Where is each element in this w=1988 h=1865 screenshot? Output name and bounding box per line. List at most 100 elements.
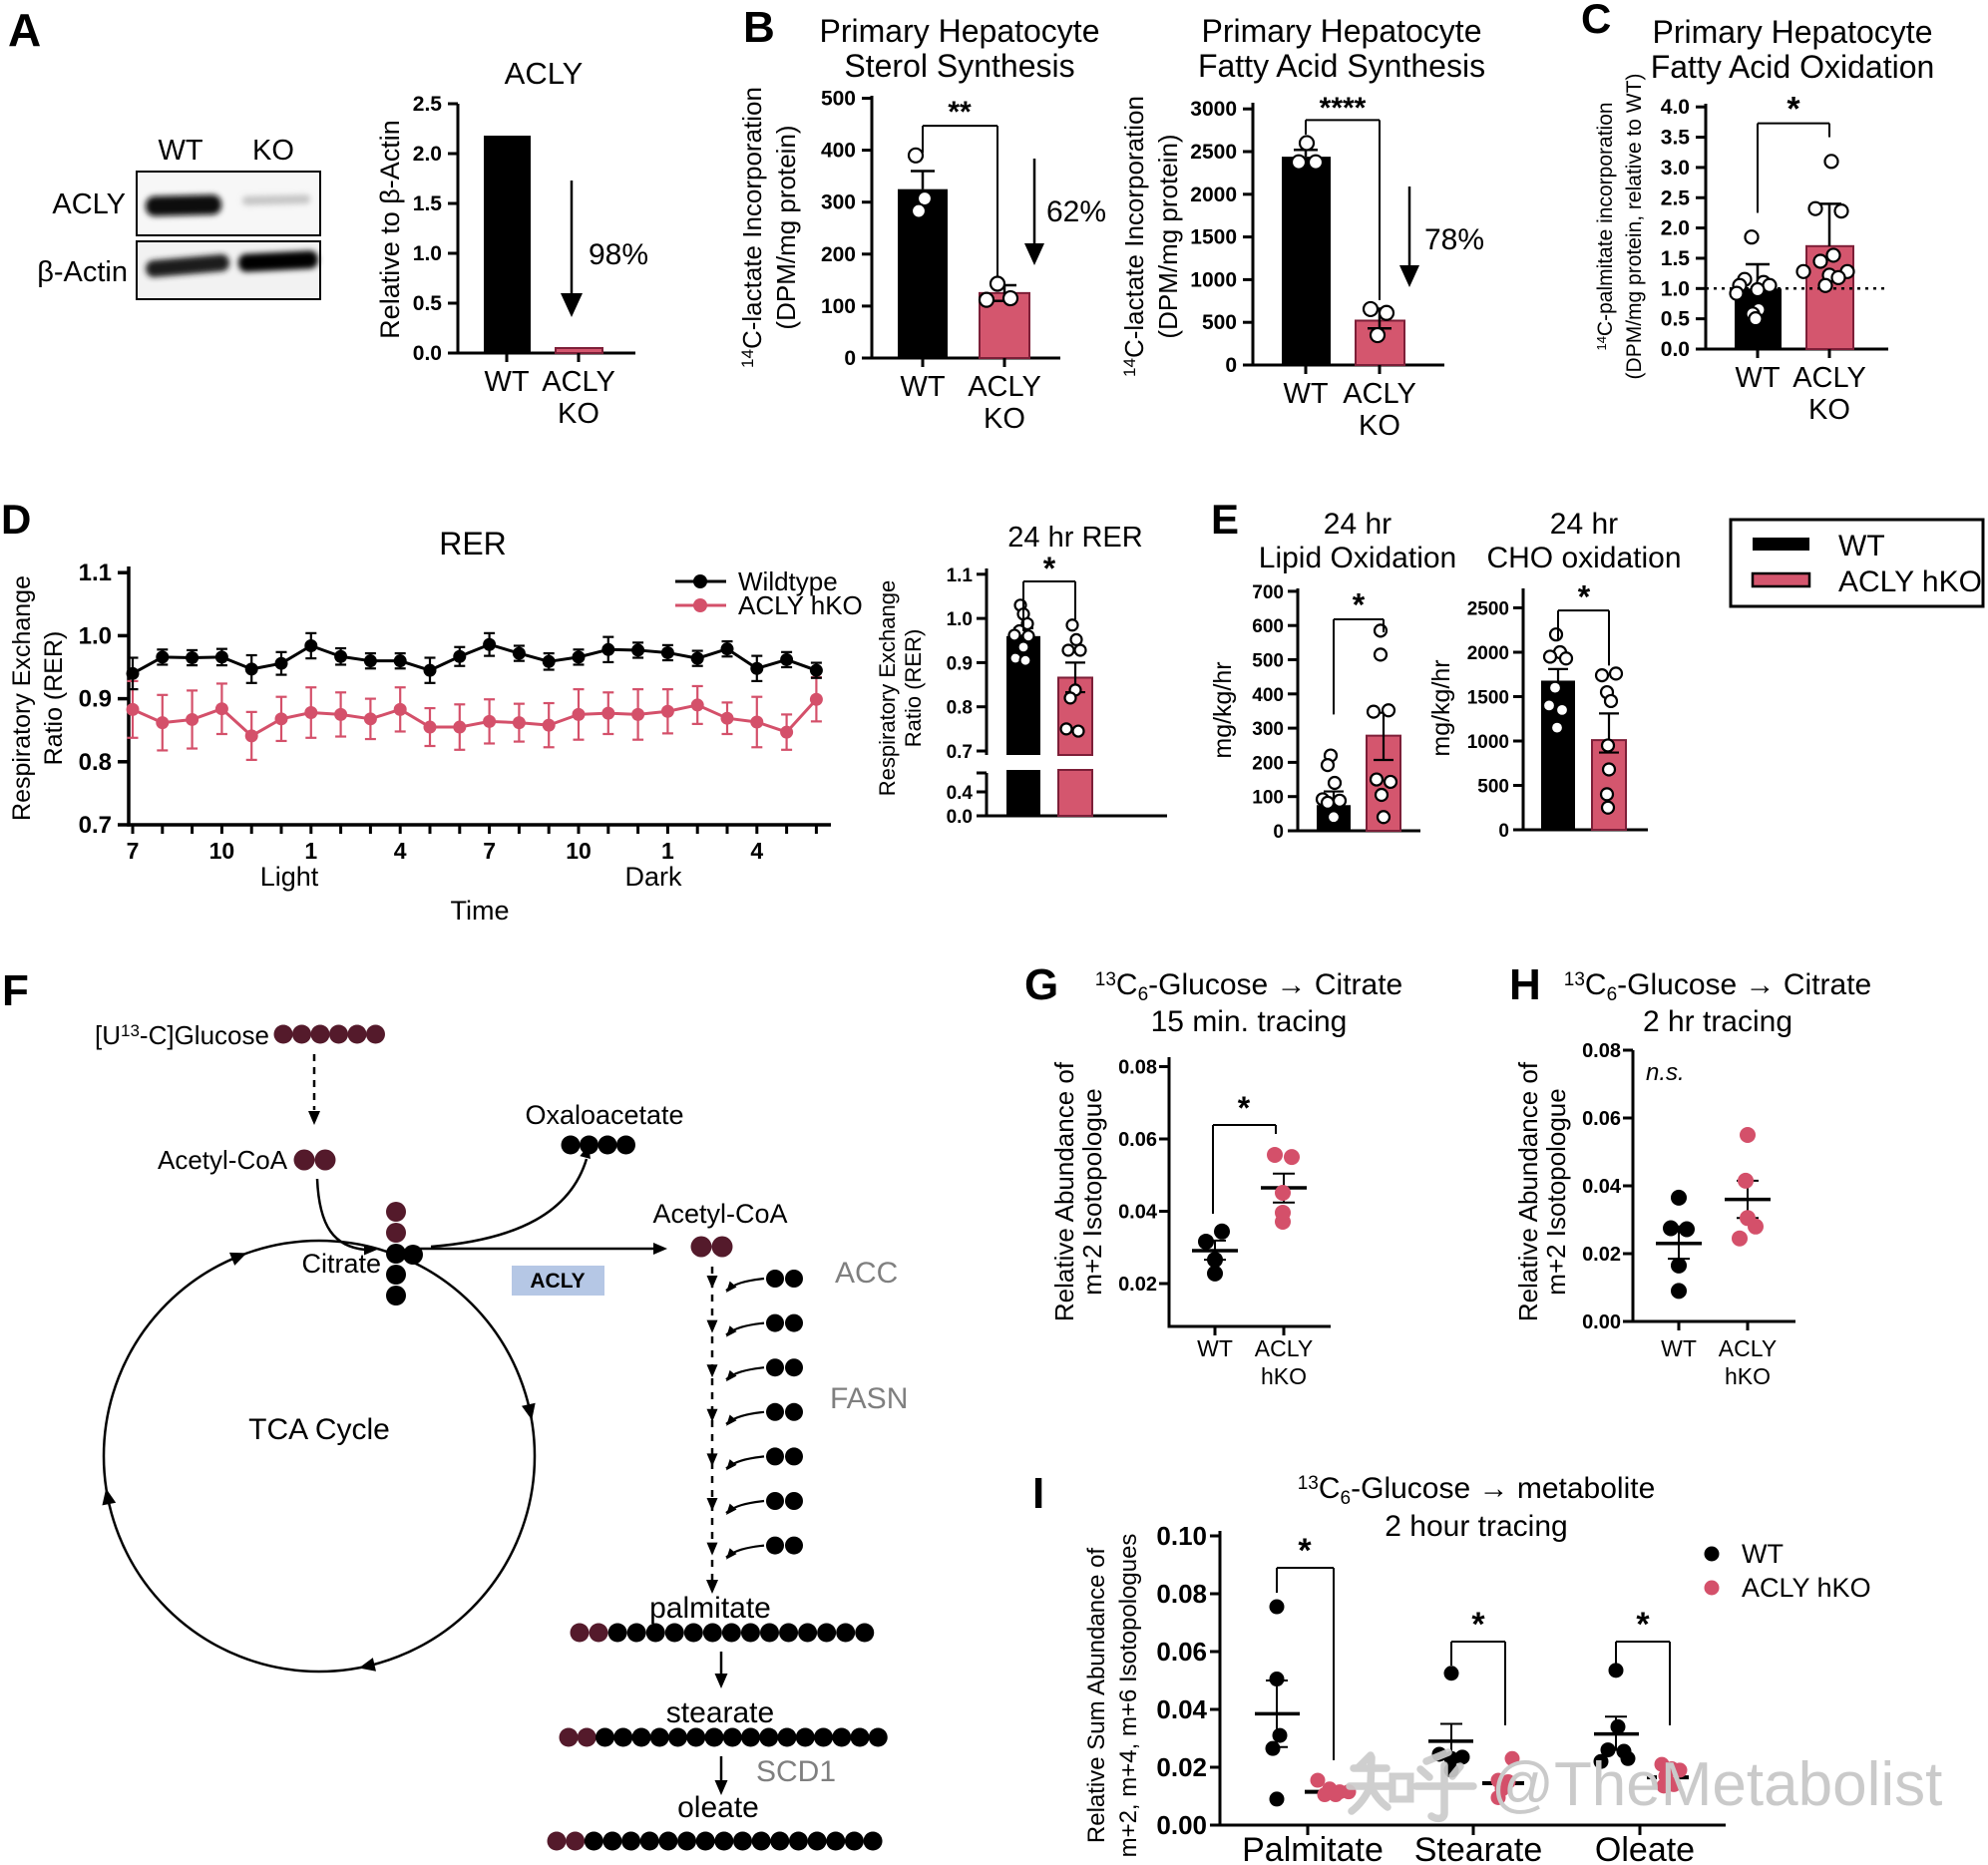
- svg-text:0.08: 0.08: [1118, 1057, 1157, 1079]
- svg-text:ACLY: ACLY: [968, 371, 1041, 403]
- svg-text:[U13-C]Glucose: [U13-C]Glucose: [95, 1020, 269, 1050]
- svg-text:Primary Hepatocyte: Primary Hepatocyte: [820, 13, 1100, 49]
- svg-text:1.0: 1.0: [947, 609, 973, 630]
- svg-text:Acetyl-CoA: Acetyl-CoA: [158, 1145, 288, 1175]
- svg-text:Wildtype: Wildtype: [738, 566, 838, 596]
- svg-text:(DPM/mg protein): (DPM/mg protein): [1153, 134, 1183, 338]
- svg-text:WT: WT: [1838, 530, 1885, 562]
- svg-text:WT: WT: [1742, 1539, 1784, 1569]
- svg-text:2 hour tracing: 2 hour tracing: [1385, 1510, 1567, 1543]
- svg-text:H: H: [1509, 960, 1541, 1009]
- svg-text:0.8: 0.8: [947, 698, 973, 719]
- svg-text:300: 300: [1252, 719, 1284, 740]
- svg-text:Respiratory Exchange: Respiratory Exchange: [8, 575, 36, 821]
- svg-text:**: **: [948, 96, 972, 129]
- svg-text:1: 1: [661, 838, 674, 864]
- svg-text:F: F: [2, 966, 29, 1015]
- svg-text:(DPM/mg protein, relative to W: (DPM/mg protein, relative to WT): [1623, 74, 1646, 380]
- svg-text:7: 7: [127, 838, 140, 864]
- svg-text:WT: WT: [158, 135, 202, 167]
- svg-text:14C-lactate Incorporation: 14C-lactate Incorporation: [737, 87, 767, 368]
- svg-text:*: *: [1578, 579, 1591, 615]
- svg-text:CHO oxidation: CHO oxidation: [1486, 542, 1681, 574]
- svg-text:Fatty Acid Synthesis: Fatty Acid Synthesis: [1198, 48, 1485, 84]
- svg-text:0.06: 0.06: [1118, 1129, 1157, 1151]
- svg-text:0.9: 0.9: [79, 686, 112, 713]
- svg-text:Respiratory Exchange: Respiratory Exchange: [875, 580, 900, 796]
- svg-text:m+2, m+4, m+6 Isotopologues: m+2, m+4, m+6 Isotopologues: [1115, 1534, 1142, 1858]
- svg-text:500: 500: [1252, 651, 1284, 672]
- svg-text:2.5: 2.5: [1661, 186, 1691, 209]
- svg-text:1.1: 1.1: [79, 560, 112, 586]
- svg-text:ACC: ACC: [835, 1257, 898, 1290]
- svg-text:*: *: [1043, 551, 1056, 586]
- svg-text:0.00: 0.00: [1156, 1810, 1207, 1840]
- svg-text:1500: 1500: [1467, 688, 1509, 709]
- svg-text:SCD1: SCD1: [756, 1755, 836, 1788]
- svg-text:0.0: 0.0: [947, 807, 973, 828]
- svg-text:Dark: Dark: [624, 862, 682, 892]
- svg-text:0.4: 0.4: [947, 783, 974, 804]
- svg-text:mg/kg/hr: mg/kg/hr: [1427, 659, 1455, 756]
- svg-text:1.0: 1.0: [1661, 277, 1690, 300]
- svg-text:4: 4: [750, 838, 763, 864]
- svg-text:*: *: [1238, 1090, 1251, 1126]
- svg-text:0.02: 0.02: [1582, 1244, 1621, 1266]
- svg-text:0: 0: [1225, 354, 1237, 377]
- svg-text:Citrate: Citrate: [301, 1249, 381, 1279]
- svg-text:500: 500: [821, 88, 856, 111]
- svg-text:(DPM/mg protein): (DPM/mg protein): [771, 125, 801, 329]
- svg-text:ACLY: ACLY: [52, 188, 126, 220]
- svg-text:0.0: 0.0: [413, 342, 442, 365]
- svg-text:0.06: 0.06: [1582, 1108, 1621, 1130]
- svg-text:0.9: 0.9: [947, 653, 973, 674]
- svg-text:C: C: [1581, 0, 1611, 42]
- svg-text:700: 700: [1252, 582, 1284, 603]
- svg-text:0.5: 0.5: [413, 292, 443, 315]
- svg-text:*: *: [1636, 1606, 1650, 1644]
- svg-text:Relative Abundance of: Relative Abundance of: [1513, 1061, 1543, 1321]
- svg-text:*: *: [1471, 1606, 1485, 1644]
- svg-text:0.04: 0.04: [1156, 1694, 1207, 1724]
- svg-text:*: *: [1787, 91, 1800, 129]
- svg-text:hKO: hKO: [1725, 1363, 1771, 1389]
- svg-text:ACLY: ACLY: [542, 366, 615, 398]
- svg-text:0.08: 0.08: [1156, 1579, 1207, 1609]
- svg-text:KO: KO: [252, 135, 294, 167]
- svg-text:200: 200: [821, 243, 856, 266]
- svg-text:0.0: 0.0: [1661, 338, 1690, 361]
- svg-text:0: 0: [1498, 821, 1509, 842]
- svg-text:WT: WT: [1661, 1335, 1697, 1361]
- svg-text:1000: 1000: [1190, 268, 1237, 291]
- svg-text:1.5: 1.5: [413, 192, 443, 215]
- svg-text:2000: 2000: [1467, 643, 1509, 664]
- svg-text:14C-palmitate incorporation: 14C-palmitate incorporation: [1594, 102, 1617, 350]
- svg-text:14C-lactate Incorporation: 14C-lactate Incorporation: [1119, 96, 1149, 377]
- svg-text:10: 10: [209, 838, 235, 864]
- svg-text:ACLY: ACLY: [1719, 1335, 1777, 1361]
- svg-text:ACLY hKO: ACLY hKO: [738, 590, 863, 620]
- svg-text:10: 10: [566, 838, 592, 864]
- svg-text:D: D: [1, 496, 31, 543]
- svg-text:400: 400: [821, 140, 856, 163]
- svg-text:G: G: [1024, 960, 1058, 1009]
- svg-text:24 hr: 24 hr: [1550, 508, 1618, 541]
- svg-text:ACLY: ACLY: [1343, 378, 1416, 410]
- svg-text:n.s.: n.s.: [1646, 1059, 1685, 1086]
- svg-text:oleate: oleate: [677, 1791, 759, 1824]
- svg-text:2500: 2500: [1190, 141, 1237, 164]
- svg-text:WT: WT: [1283, 378, 1328, 410]
- svg-text:15 min. tracing: 15 min. tracing: [1151, 1005, 1348, 1038]
- svg-text:β-Actin: β-Actin: [37, 256, 128, 288]
- svg-text:300: 300: [821, 191, 856, 214]
- svg-text:2000: 2000: [1190, 184, 1237, 206]
- svg-text:400: 400: [1252, 685, 1284, 706]
- svg-text:mg/kg/hr: mg/kg/hr: [1209, 661, 1237, 758]
- svg-text:TCA Cycle: TCA Cycle: [248, 1413, 390, 1446]
- svg-text:ACLY: ACLY: [1255, 1335, 1313, 1361]
- svg-text:A: A: [8, 4, 41, 56]
- svg-text:Light: Light: [260, 862, 319, 892]
- svg-text:m+2 Isotopologue: m+2 Isotopologue: [1541, 1088, 1571, 1295]
- svg-text:0.00: 0.00: [1582, 1311, 1621, 1333]
- svg-text:Acetyl-CoA: Acetyl-CoA: [652, 1199, 787, 1229]
